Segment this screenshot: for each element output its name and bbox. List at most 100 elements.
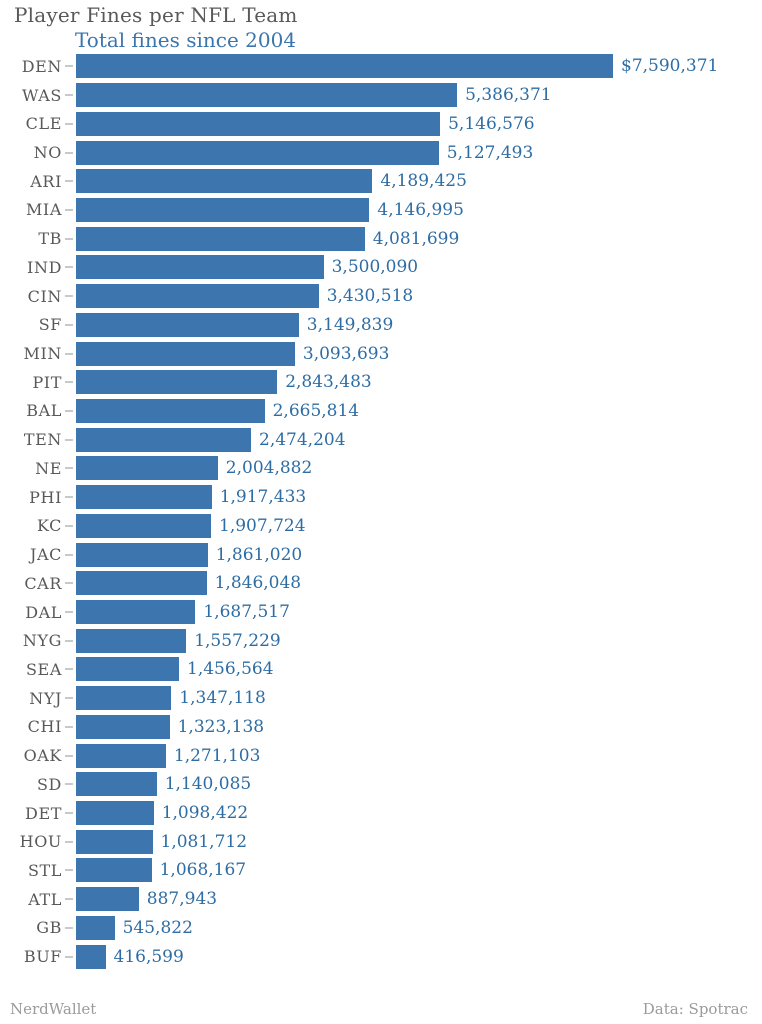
- team-label: CHI: [27, 717, 62, 737]
- bar-row: DAL 1,687,517: [0, 598, 762, 627]
- axis-tick: [65, 352, 73, 355]
- value-label: 2,843,483: [285, 372, 372, 393]
- bar: [76, 657, 179, 682]
- value-label: 1,846,048: [214, 573, 302, 594]
- bar-row: ATL 887,943: [0, 885, 762, 914]
- team-label: BUF: [23, 947, 62, 967]
- bar: [76, 456, 218, 481]
- bar: [76, 542, 208, 567]
- team-label: GB: [36, 918, 62, 938]
- team-label: KC: [37, 516, 62, 536]
- bar-row: TB 4,081,699: [0, 224, 762, 253]
- value-label: 1,907,724: [219, 515, 306, 536]
- bar: [76, 111, 441, 136]
- bar: [76, 341, 295, 366]
- value-label: $7,590,371: [621, 56, 719, 77]
- bar: [76, 312, 299, 337]
- bar-row: STL 1,068,167: [0, 856, 762, 885]
- bar: [76, 743, 166, 768]
- bar-row: NYG 1,557,229: [0, 626, 762, 655]
- axis-tick: [65, 553, 73, 556]
- axis-tick: [65, 524, 73, 527]
- axis-tick: [65, 725, 73, 728]
- axis-tick: [65, 840, 73, 843]
- value-label: 545,822: [122, 917, 193, 938]
- bar-row: WAS 5,386,371: [0, 81, 762, 110]
- value-label: 5,146,576: [448, 113, 535, 134]
- bar: [76, 801, 154, 826]
- value-label: 1,347,118: [179, 688, 266, 709]
- axis-tick: [65, 898, 73, 901]
- axis-tick: [65, 611, 73, 614]
- value-label: 4,189,425: [380, 171, 467, 192]
- bar-row: HOU 1,081,712: [0, 827, 762, 856]
- bar-row: MIN 3,093,693: [0, 339, 762, 368]
- axis-tick: [65, 295, 73, 298]
- chart-subtitle: Total fines since 2004: [75, 28, 297, 52]
- value-label: 1,323,138: [177, 716, 265, 737]
- bar-row: NE 2,004,882: [0, 454, 762, 483]
- value-label: 5,386,371: [465, 85, 552, 106]
- axis-tick: [65, 754, 73, 757]
- axis-tick: [65, 926, 73, 929]
- team-label: CAR: [24, 573, 62, 593]
- bar-row: BUF 416,599: [0, 942, 762, 971]
- value-label: 2,474,204: [259, 429, 346, 450]
- axis-tick: [65, 668, 73, 671]
- team-label: NO: [33, 143, 62, 163]
- bar-row: SEA 1,456,564: [0, 655, 762, 684]
- bar-row: CLE 5,146,576: [0, 109, 762, 138]
- bar: [76, 485, 212, 510]
- axis-tick: [65, 467, 73, 470]
- bar-row: GB 545,822: [0, 914, 762, 943]
- bar: [76, 370, 278, 395]
- bar: [76, 858, 152, 883]
- axis-tick: [65, 812, 73, 815]
- team-label: ARI: [30, 171, 62, 191]
- value-label: 3,500,090: [331, 257, 419, 278]
- bar-row: CHI 1,323,138: [0, 713, 762, 742]
- value-label: 1,861,020: [215, 544, 303, 565]
- axis-tick: [65, 208, 73, 211]
- team-label: DEN: [21, 56, 62, 76]
- team-label: PHI: [29, 487, 62, 507]
- bar-row: SF 3,149,839: [0, 310, 762, 339]
- source-attribution-left: NerdWallet: [10, 1000, 97, 1018]
- value-label: 1,687,517: [203, 602, 290, 623]
- value-label: 1,557,229: [194, 630, 281, 651]
- axis-tick: [65, 266, 73, 269]
- axis-tick: [65, 496, 73, 499]
- axis-tick: [65, 381, 73, 384]
- axis-tick: [65, 582, 73, 585]
- bar: [76, 54, 613, 79]
- bar-row: NO 5,127,493: [0, 138, 762, 167]
- value-label: 4,081,699: [372, 228, 460, 249]
- value-label: 3,430,518: [326, 286, 414, 307]
- axis-tick: [65, 783, 73, 786]
- team-label: SF: [38, 315, 62, 335]
- value-label: 1,068,167: [159, 860, 247, 881]
- axis-tick: [65, 94, 73, 97]
- chart-footer: NerdWallet Data: Spotrac: [0, 1000, 762, 1018]
- value-label: 1,271,103: [173, 745, 261, 766]
- team-label: CIN: [27, 286, 62, 306]
- bar: [76, 829, 153, 854]
- team-label: MIA: [25, 200, 62, 220]
- value-label: 1,098,422: [161, 803, 249, 824]
- team-label: JAC: [29, 545, 62, 565]
- bar: [76, 255, 324, 280]
- chart-title: Player Fines per NFL Team: [14, 3, 298, 27]
- team-label: PIT: [32, 372, 62, 392]
- team-label: TB: [38, 229, 62, 249]
- bar: [76, 513, 211, 538]
- axis-tick: [65, 323, 73, 326]
- axis-tick: [65, 955, 73, 958]
- axis-tick: [65, 122, 73, 125]
- team-label: STL: [27, 860, 62, 880]
- axis-tick: [65, 639, 73, 642]
- bar: [76, 944, 106, 969]
- team-label: OAK: [23, 746, 62, 766]
- team-label: MIN: [23, 344, 62, 364]
- bar-row: DET 1,098,422: [0, 799, 762, 828]
- team-label: BAL: [26, 401, 62, 421]
